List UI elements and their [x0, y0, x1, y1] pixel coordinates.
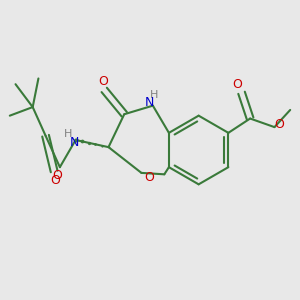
Text: H: H [150, 90, 158, 100]
Text: O: O [275, 118, 284, 131]
Text: N: N [145, 96, 154, 109]
Text: O: O [52, 169, 62, 182]
Text: O: O [51, 173, 61, 187]
Text: O: O [98, 75, 108, 88]
Text: O: O [232, 78, 242, 91]
Text: N: N [70, 136, 79, 149]
Text: H: H [64, 129, 73, 139]
Text: O: O [145, 171, 154, 184]
